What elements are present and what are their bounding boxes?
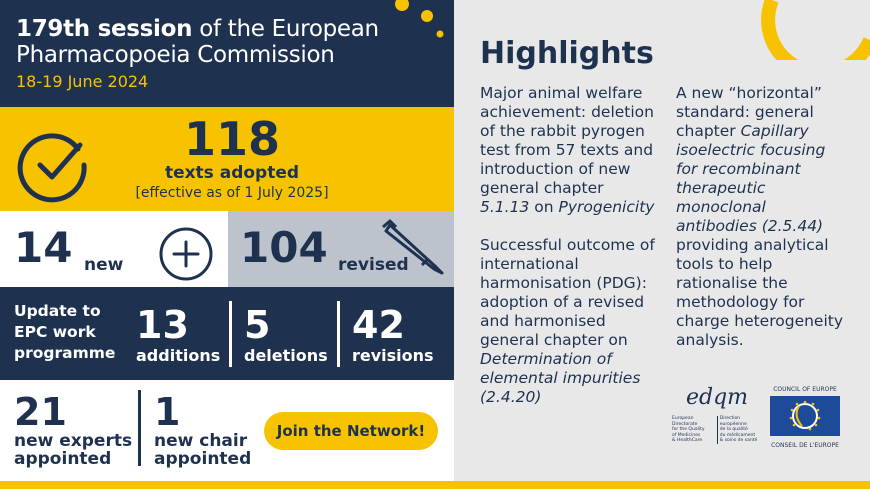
session-title: 179th session of the European [16, 16, 379, 42]
work-programme-panel: Update to EPC work programme 13 addition… [0, 287, 454, 380]
adopted-label: texts adopted [164, 163, 300, 183]
revisions-label: revisions [352, 346, 434, 365]
adopted-count: 118 [183, 112, 281, 166]
adopted-effective: [effective as of 1 July 2025] [135, 185, 329, 201]
session-dates: 18-19 June 2024 [16, 72, 149, 91]
highlights-col1: Major animal welfare achievement: deleti… [480, 84, 656, 426]
additions-count: 13 [136, 303, 189, 347]
experts-label: new experts appointed [14, 431, 133, 469]
highlight-horizontal-standard: A new “horizontal” standard: general cha… [676, 84, 844, 349]
edqm-logo: edqm European Directorate for the Quality… [672, 386, 762, 448]
bottom-accent-bar [0, 481, 870, 489]
coe-emblem-icon [770, 396, 840, 436]
session-title-line2: Pharmacopoeia Commission [16, 42, 335, 68]
council-of-europe-logo: COUNCIL OF EUROPE CONSEIL DE L'EUROPE [766, 386, 844, 449]
highlights-title: Highlights [480, 36, 654, 71]
revisions-count: 42 [352, 303, 405, 347]
divider [229, 301, 232, 367]
divider [138, 390, 141, 466]
deletions-label: deletions [244, 346, 328, 365]
checkmark-circle-icon [17, 133, 87, 203]
session-header: 179th session of the European Pharmacopo… [0, 0, 454, 107]
join-network-button[interactable]: Join the Network! [264, 412, 438, 450]
edqm-text-en: European Directorate for the Quality of Me… [672, 416, 705, 443]
texts-adopted-panel: 118 texts adopted [effective as of 1 Jul… [0, 107, 454, 211]
header-dots [395, 0, 444, 38]
highlights-col2: A new “horizontal” standard: general cha… [676, 84, 848, 369]
revised-texts-panel: 104 revised [228, 211, 454, 287]
arc-ring [761, 0, 870, 60]
plus-circle-icon [159, 227, 213, 281]
highlight-animal-welfare: Major animal welfare achievement: deleti… [480, 84, 655, 216]
additions-label: additions [136, 346, 221, 365]
chair-label: new chair appointed [154, 431, 252, 469]
revised-count: 104 [240, 223, 328, 272]
edqm-text-fr: Direction européenne de la qualité du médi… [716, 416, 762, 444]
chair-count: 1 [154, 390, 181, 434]
edqm-wordmark: edqm [685, 385, 749, 410]
deletions-count: 5 [244, 303, 271, 347]
highlight-harmonisation: Successful outcome of international harm… [480, 236, 655, 406]
revised-label: revised [338, 255, 409, 275]
new-count: 14 [14, 223, 73, 272]
new-texts-panel: 14 new [0, 211, 228, 287]
new-label: new [84, 255, 124, 275]
pen-icon [382, 219, 444, 275]
work-programme-label: Update to EPC work programme [14, 302, 116, 362]
divider [337, 301, 340, 367]
experts-count: 21 [14, 390, 67, 434]
